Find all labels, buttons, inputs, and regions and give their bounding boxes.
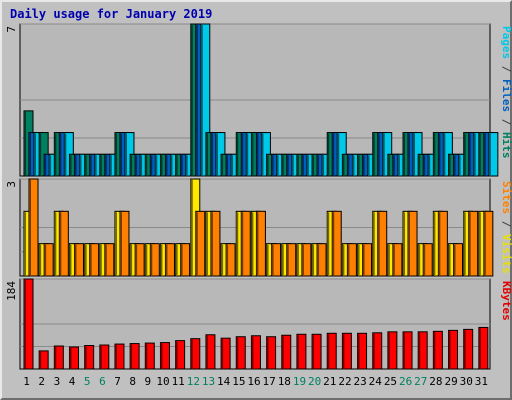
axis-label-part-1-2: / xyxy=(500,59,512,79)
x-tick-label-2: 2 xyxy=(38,375,45,388)
x-tick-label-23: 23 xyxy=(354,375,367,388)
x-tick-label-24: 24 xyxy=(369,375,383,388)
axis-label-part-2-1: Sites xyxy=(500,181,512,214)
x-tick-label-3: 3 xyxy=(54,375,61,388)
x-tick-label-7: 7 xyxy=(114,375,121,388)
x-tick-label-29: 29 xyxy=(444,375,457,388)
x-tick-label-9: 9 xyxy=(145,375,152,388)
axis-label-part-3-1: KBytes xyxy=(500,281,512,321)
x-tick-label-15: 15 xyxy=(232,375,245,388)
x-tick-label-25: 25 xyxy=(384,375,397,388)
axis-label-part-1-5: Hits xyxy=(500,132,512,159)
axis-label-part-2-3: Visits xyxy=(500,234,512,274)
x-tick-label-17: 17 xyxy=(263,375,276,388)
x-tick-label-14: 14 xyxy=(217,375,231,388)
x-tick-label-13: 13 xyxy=(202,375,215,388)
axis-label-part-1-4: / xyxy=(500,112,512,132)
x-tick-label-4: 4 xyxy=(69,375,76,388)
x-tick-label-5: 5 xyxy=(84,375,91,388)
ymax-label-2: 3 xyxy=(5,181,18,188)
ymax-label-3: 184 xyxy=(5,281,18,301)
x-tick-label-27: 27 xyxy=(414,375,427,388)
axis-label-1: Pages / Files / Hits xyxy=(500,26,512,159)
x-tick-label-20: 20 xyxy=(308,375,321,388)
x-tick-label-26: 26 xyxy=(399,375,412,388)
axis-label-part-1-1: Pages xyxy=(500,26,512,59)
x-tick-label-16: 16 xyxy=(247,375,260,388)
x-tick-label-11: 11 xyxy=(172,375,185,388)
x-tick-label-19: 19 xyxy=(293,375,306,388)
axis-label-part-1-3: Files xyxy=(500,79,512,112)
x-tick-label-21: 21 xyxy=(323,375,336,388)
ymax-label-1: 7 xyxy=(5,26,18,33)
x-tick-label-12: 12 xyxy=(187,375,200,388)
axis-label-2: Sites / Visits xyxy=(500,181,512,274)
chart-title: Daily usage for January 2019 xyxy=(10,7,213,21)
x-tick-label-28: 28 xyxy=(429,375,442,388)
x-tick-label-22: 22 xyxy=(338,375,351,388)
x-tick-label-6: 6 xyxy=(99,375,106,388)
x-tick-label-1: 1 xyxy=(23,375,30,388)
x-tick-label-31: 31 xyxy=(475,375,488,388)
axis-label-part-2-2: / xyxy=(500,214,512,234)
x-tick-label-18: 18 xyxy=(278,375,291,388)
x-tick-label-10: 10 xyxy=(156,375,169,388)
axis-label-3: KBytes xyxy=(500,281,512,321)
x-tick-label-30: 30 xyxy=(460,375,473,388)
x-tick-label-8: 8 xyxy=(129,375,136,388)
